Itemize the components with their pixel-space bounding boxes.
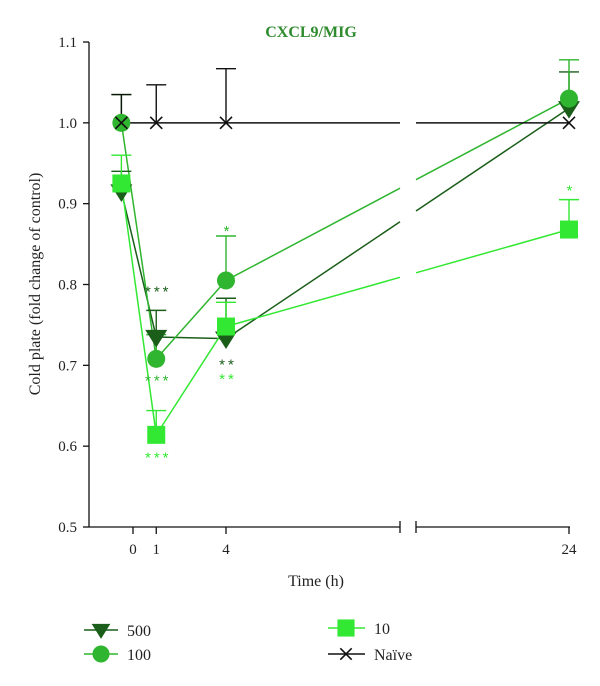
legend-item-s500: 500 xyxy=(84,623,151,640)
series-lines xyxy=(120,97,570,436)
significance-label: *** xyxy=(145,449,172,466)
significance-label: ** xyxy=(219,371,237,388)
x-axis-title: Time (h) xyxy=(288,573,344,590)
y-tick-label: 1.1 xyxy=(58,35,77,51)
legend-marker xyxy=(91,623,111,639)
axes: 0.5 0.6 0.7 0.8 0.9 1.0 1.1 0 1 4 24 xyxy=(58,35,577,558)
significance-label: ** xyxy=(219,356,237,373)
chart-title: CXCL9/MIG xyxy=(265,24,357,41)
marker-s500 xyxy=(215,331,237,350)
series-line-s100 xyxy=(155,279,227,360)
significance-label: *** xyxy=(145,284,172,301)
x-tick-label: 1 xyxy=(153,542,161,558)
marker-naive xyxy=(114,116,128,130)
x-tick-label: 24 xyxy=(562,542,578,558)
legend-item-naive: Naïve xyxy=(328,647,412,664)
y-tick-label: 1.0 xyxy=(58,116,77,132)
legend-label: 10 xyxy=(374,621,390,638)
series-line-s100 xyxy=(120,122,157,359)
legend-label: Naïve xyxy=(374,647,412,664)
marker-s10 xyxy=(217,317,235,336)
y-tick-label: 0.8 xyxy=(58,278,77,294)
significance-annotations: *************** xyxy=(145,183,576,467)
legend-marker xyxy=(337,619,355,637)
marker-naive xyxy=(562,116,576,130)
series-line-s100 xyxy=(225,187,401,282)
series-line-s500 xyxy=(156,336,227,340)
legend-item-s100: 100 xyxy=(84,645,151,664)
legend-marker xyxy=(339,647,353,661)
y-tick-label: 0.7 xyxy=(58,358,77,374)
series-line-s500 xyxy=(120,191,157,338)
marker-naive xyxy=(149,116,163,130)
series-line-s500 xyxy=(415,107,570,212)
marker-s10 xyxy=(112,174,131,193)
series-line-s100 xyxy=(415,97,570,181)
series-line-s10 xyxy=(155,326,227,436)
marker-s100 xyxy=(147,349,166,368)
x-tick-label: 4 xyxy=(222,542,230,558)
legend: 500 100 10 Naïve xyxy=(84,619,412,664)
data-markers xyxy=(110,89,580,444)
marker-s100 xyxy=(560,89,578,108)
marker-s500 xyxy=(145,329,168,348)
series-line-s10 xyxy=(415,228,570,274)
series-line-s10 xyxy=(225,276,401,328)
legend-marker xyxy=(92,645,110,663)
series-line-s10 xyxy=(120,183,157,435)
marker-s100 xyxy=(217,271,235,290)
y-tick-label: 0.5 xyxy=(58,520,77,536)
series-line-s500 xyxy=(225,221,401,340)
significance-label: *** xyxy=(145,373,172,390)
y-tick-label: 0.9 xyxy=(58,197,77,213)
legend-label: 500 xyxy=(127,623,151,640)
significance-label: * xyxy=(567,183,576,200)
significance-label: * xyxy=(224,223,233,240)
marker-naive xyxy=(219,116,233,130)
y-axis-title: Cold plate (fold change of control) xyxy=(27,173,44,396)
x-tick-label: 0 xyxy=(129,542,137,558)
legend-label: 100 xyxy=(127,647,151,664)
marker-s10 xyxy=(147,425,166,444)
marker-s10 xyxy=(560,220,578,239)
legend-item-s10: 10 xyxy=(328,619,390,638)
y-tick-label: 0.6 xyxy=(58,439,77,455)
